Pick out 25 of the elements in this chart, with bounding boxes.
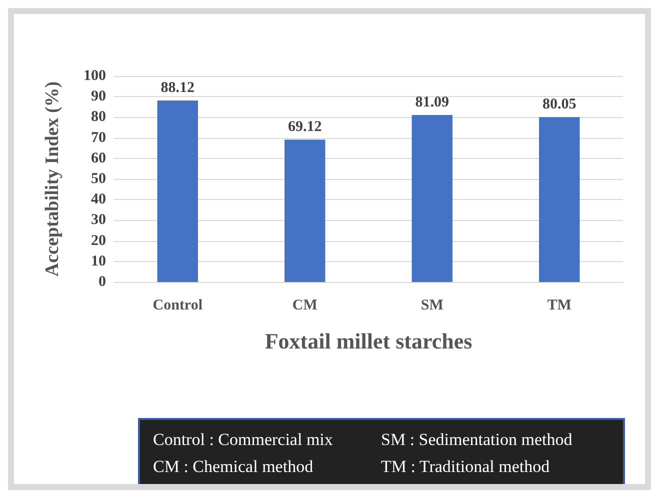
y-tick-label: 90 — [91, 88, 106, 105]
y-axis-title: Acceptability Index (%) — [42, 81, 63, 277]
data-label: 81.09 — [415, 94, 449, 110]
y-tick-label: 80 — [91, 109, 106, 126]
x-tick-label: CM — [292, 298, 318, 314]
y-tick-label: 10 — [91, 253, 106, 270]
data-label: 69.12 — [288, 119, 322, 136]
text: CM : Chemical method — [153, 457, 314, 476]
y-tick-label: 20 — [91, 232, 106, 249]
y-tick-label: 100 — [84, 68, 106, 84]
y-tick-label: 40 — [91, 192, 106, 208]
x-tick-label: TM — [547, 298, 572, 314]
text: SM : Sedimentation method — [381, 430, 573, 449]
x-tick-label: SM — [420, 298, 444, 314]
y-tick-label: 30 — [91, 212, 106, 228]
y-tick-label: 0 — [98, 274, 106, 290]
data-label: 80.05 — [542, 96, 576, 113]
text: Control : Commercial mix — [153, 430, 334, 449]
y-tick-label: 60 — [91, 150, 106, 166]
y-tick-label: 70 — [91, 130, 106, 146]
text: TM : Traditional method — [381, 457, 550, 476]
y-tick-label: 50 — [91, 171, 106, 187]
x-tick-label: Control — [152, 298, 202, 314]
data-label: 88.12 — [160, 80, 194, 96]
x-axis-title: Foxtail millet starches — [264, 328, 473, 354]
